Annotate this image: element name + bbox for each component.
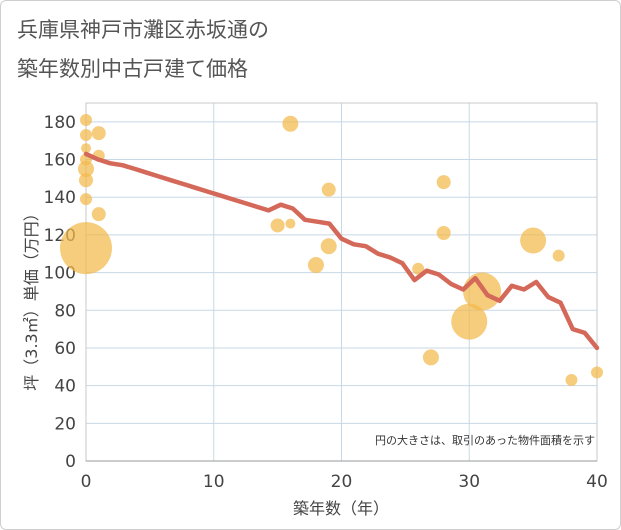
scatter-point — [91, 207, 106, 222]
y-axis-label: 坪（3.3㎡）単価（万円） — [22, 205, 41, 390]
y-tick-label: 100 — [44, 264, 76, 284]
scatter-point — [436, 226, 451, 241]
scatter-point — [520, 227, 547, 254]
chart-title-line-1: 兵庫県神戸市灘区赤坂通の — [17, 18, 269, 42]
scatter-point — [552, 249, 565, 262]
chart-note: 円の大きさは、取引のあった物件面積を示す — [375, 433, 595, 447]
scatter-point — [307, 257, 324, 274]
scatter-point — [79, 173, 93, 188]
scatter-point — [80, 129, 92, 142]
y-tick-label: 40 — [54, 377, 76, 397]
scatter-point — [451, 303, 488, 340]
scatter-point — [591, 366, 603, 379]
grid-layer — [85, 103, 598, 462]
y-tick-label: 80 — [54, 301, 76, 321]
scatter-point — [565, 373, 578, 386]
scatter-point — [321, 182, 336, 197]
x-tick-label: 30 — [458, 472, 480, 492]
scatter-point — [60, 222, 112, 275]
x-tick-label: 0 — [81, 472, 92, 492]
scatter-point — [282, 115, 299, 132]
scatter-point — [80, 193, 92, 206]
line-layer — [83, 151, 600, 351]
scatter-point — [320, 238, 337, 255]
bubble-layer — [60, 113, 603, 386]
y-tick-label: 140 — [44, 188, 76, 208]
y-tick-label: 20 — [54, 414, 76, 434]
x-axis-label: 築年数（年） — [293, 499, 389, 518]
scatter-point — [78, 160, 94, 177]
chart-title-line-2: 築年数別中古戸建て価格 — [17, 57, 248, 81]
x-tick-label: 20 — [331, 472, 353, 492]
scatter-point — [91, 126, 106, 141]
trend-line — [83, 151, 600, 351]
y-tick-label: 180 — [44, 113, 76, 133]
scatter-point — [81, 143, 91, 154]
scatter-point — [80, 113, 92, 126]
scatter-point — [412, 262, 425, 275]
x-tick-label: 40 — [586, 472, 608, 492]
scatter-point — [436, 175, 451, 190]
y-tick-label: 60 — [54, 339, 76, 359]
scatter-point — [270, 218, 285, 233]
scatter-point — [285, 218, 296, 229]
y-tick-label: 160 — [44, 151, 76, 171]
scatter-point — [422, 349, 439, 366]
x-tick-label: 10 — [203, 472, 225, 492]
y-tick-label: 0 — [65, 452, 76, 472]
